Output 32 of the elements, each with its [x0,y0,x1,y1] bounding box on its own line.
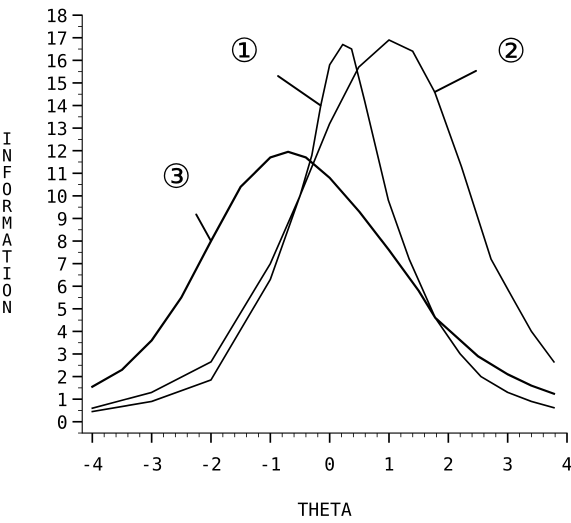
y-tick-label: 1 [58,392,66,406]
text: INFORMATION [2,132,12,314]
y-tick-label: 18 [48,8,66,22]
annotation: ② [498,38,524,63]
x-tick-label: 0 [325,457,334,471]
y-tick-label: 12 [48,144,66,158]
x-tick-label: 3 [503,457,512,471]
annotation: ③ [164,163,189,188]
y-tick-label: 8 [58,234,66,248]
y-tick-label: 17 [48,32,66,45]
y-tick-label: 13 [48,122,66,136]
x-tick-label: 1 [386,457,394,470]
x-tick-label: -1 [262,457,280,470]
y-tick-label: 0 [58,415,66,429]
y-tick-label: 6 [58,280,66,294]
y-tick-label: 5 [58,302,66,316]
y-tick-label: 3 [58,347,66,362]
y-tick-label: 11 [48,167,66,180]
y-tick-label: 2 [58,370,66,384]
x-tick-label: -2 [203,457,220,470]
y-tick-label: 15 [48,76,66,90]
y-tick-label: 7 [58,257,66,271]
y-tick-label: 10 [48,189,66,204]
y-tick-label: 4 [58,325,67,338]
y-tick-label: 14 [48,99,67,112]
x-tick-label: -4 [84,457,102,470]
annotation: ① [232,37,257,62]
x-tick-label: -3 [144,457,162,471]
x-tick-label: 2 [444,457,452,470]
y-tick-label: 16 [48,54,66,68]
x-axis-title: THETA [298,502,352,516]
y-tick-label: 9 [58,212,66,226]
